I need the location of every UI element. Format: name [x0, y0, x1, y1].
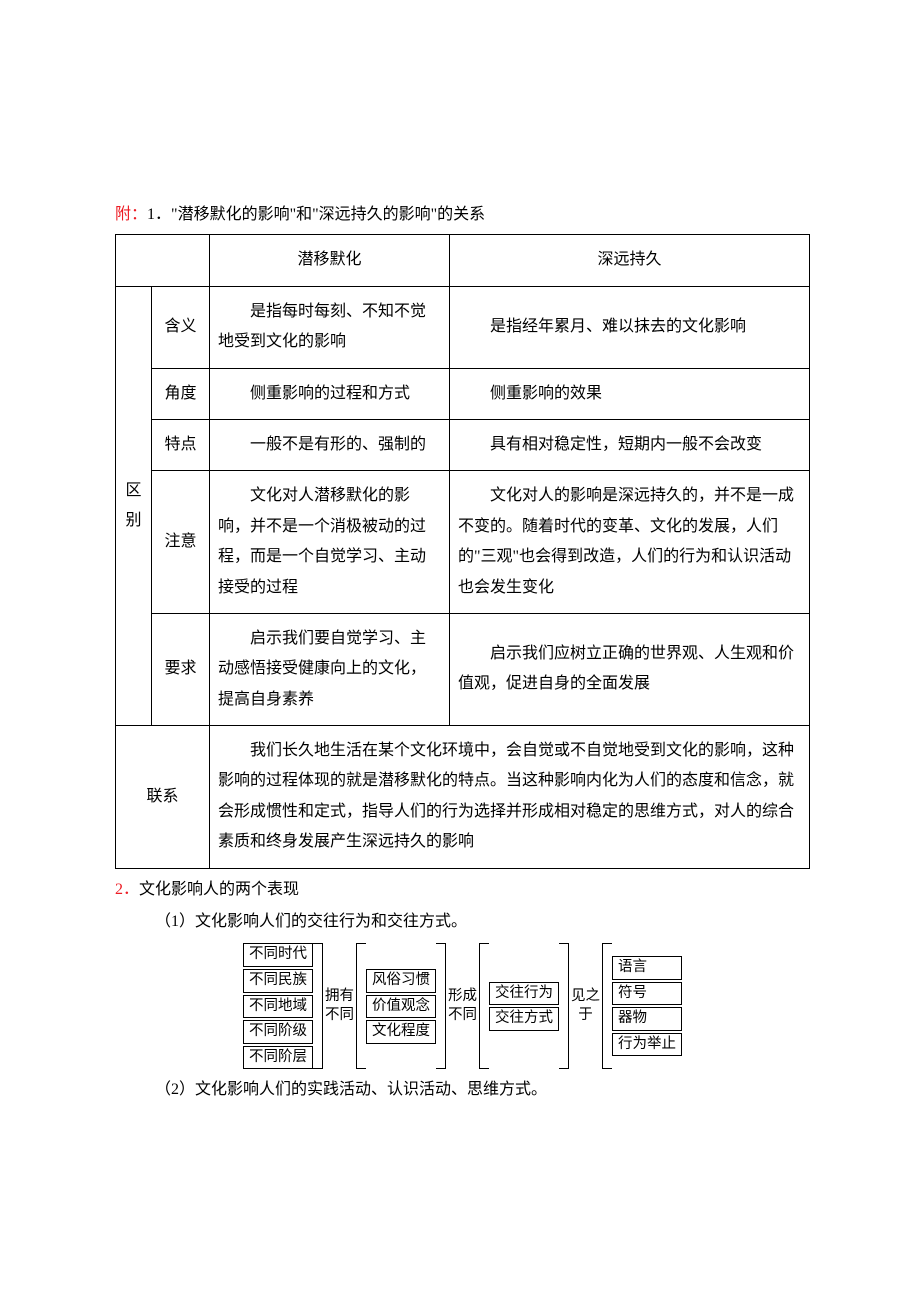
flow-node: 交往方式 — [489, 1007, 559, 1031]
cell: 一般不是有形的、强制的 — [210, 419, 450, 470]
cell: 具有相对稳定性，短期内一般不会改变 — [450, 419, 810, 470]
flow-node: 器物 — [612, 1007, 682, 1031]
section-2-title: 文化影响人的两个表现 — [139, 881, 299, 898]
flow-node: 不同阶层 — [243, 1046, 313, 1070]
row-label: 特点 — [152, 419, 210, 470]
col-header-1: 潜移默化 — [210, 235, 450, 286]
flow-group-2: 风俗习惯 价值观念 文化程度 — [366, 969, 436, 1044]
table-header-row: 潜移默化 深远持久 — [116, 235, 810, 286]
cell: 启示我们要自觉学习、主动感悟接受健康向上的文化，提高自身素养 — [210, 613, 450, 725]
flow-connector: 拥有不同 — [322, 987, 357, 1026]
flow-node: 符号 — [612, 982, 682, 1006]
flow-connector: 见之于 — [568, 987, 603, 1026]
flow-node: 风俗习惯 — [366, 969, 436, 993]
cell: 是指经年累月、难以抹去的文化影响 — [450, 286, 810, 368]
flow-node: 不同阶级 — [243, 1020, 313, 1044]
cell: 侧重影响的过程和方式 — [210, 368, 450, 419]
flow-connector: 形成不同 — [445, 987, 480, 1026]
table-row: 要求 启示我们要自觉学习、主动感悟接受健康向上的文化，提高自身素养 启示我们应树… — [116, 613, 810, 725]
link-text: 我们长久地生活在某个文化环境中，会自觉或不自觉地受到文化的影响，这种影响的过程体… — [210, 726, 810, 869]
attachment-heading: 附：1．"潜移默化的影响"和"深远持久的影响"的关系 — [115, 200, 810, 230]
section-2-heading: 2．文化影响人的两个表现 — [115, 875, 810, 905]
table-row-link: 联系 我们长久地生活在某个文化环境中，会自觉或不自觉地受到文化的影响，这种影响的… — [116, 726, 810, 869]
row-label: 要求 — [152, 613, 210, 725]
bracket-icon — [479, 943, 489, 1069]
table-row: 角度 侧重影响的过程和方式 侧重影响的效果 — [116, 368, 810, 419]
heading-num: 1． — [147, 206, 171, 223]
heading-prefix: 附： — [115, 206, 147, 223]
link-label: 联系 — [116, 726, 210, 869]
flow-node: 价值观念 — [366, 995, 436, 1019]
flow-node: 行为举止 — [612, 1033, 682, 1057]
flowchart: 不同时代 不同民族 不同地域 不同阶级 不同阶层 拥有不同 风俗习惯 价值观念 … — [115, 943, 810, 1069]
cell: 文化对人的影响是深远持久的，并不是一成不变的。随着时代的变革、文化的发展，人们的… — [450, 471, 810, 614]
section-2-p2: （2）文化影响人们的实践活动、认识活动、思维方式。 — [115, 1075, 810, 1105]
table-row: 区别 含义 是指每时每刻、不知不觉地受到文化的影响 是指经年累月、难以抹去的文化… — [116, 286, 810, 368]
flow-group-1: 不同时代 不同民族 不同地域 不同阶级 不同阶层 — [243, 943, 313, 1069]
col-header-2: 深远持久 — [450, 235, 810, 286]
flow-node: 语言 — [612, 956, 682, 980]
table-row: 注意 文化对人潜移默化的影响，并不是一个消极被动的过程，而是一个自觉学习、主动接… — [116, 471, 810, 614]
flow-node: 不同时代 — [243, 943, 313, 967]
cell: 文化对人潜移默化的影响，并不是一个消极被动的过程，而是一个自觉学习、主动接受的过… — [210, 471, 450, 614]
flow-node: 文化程度 — [366, 1020, 436, 1044]
row-label: 注意 — [152, 471, 210, 614]
flow-node: 不同民族 — [243, 969, 313, 993]
row-label: 角度 — [152, 368, 210, 419]
section-2-num: 2． — [115, 881, 139, 898]
flow-group-3: 交往行为 交往方式 — [489, 982, 559, 1031]
row-label: 含义 — [152, 286, 210, 368]
section-2-p1: （1）文化影响人们的交往行为和交往方式。 — [115, 907, 810, 937]
comparison-table: 潜移默化 深远持久 区别 含义 是指每时每刻、不知不觉地受到文化的影响 是指经年… — [115, 234, 810, 868]
flow-node: 不同地域 — [243, 995, 313, 1019]
cell: 是指每时每刻、不知不觉地受到文化的影响 — [210, 286, 450, 368]
cell: 侧重影响的效果 — [450, 368, 810, 419]
bracket-icon — [356, 943, 366, 1069]
heading-text: "潜移默化的影响"和"深远持久的影响"的关系 — [171, 206, 485, 223]
flow-node: 交往行为 — [489, 982, 559, 1006]
cell: 启示我们应树立正确的世界观、人生观和价值观，促进自身的全面发展 — [450, 613, 810, 725]
bracket-icon — [602, 943, 612, 1069]
flow-group-4: 语言 符号 器物 行为举止 — [612, 956, 682, 1056]
table-corner — [116, 235, 210, 286]
table-row: 特点 一般不是有形的、强制的 具有相对稳定性，短期内一般不会改变 — [116, 419, 810, 470]
diff-label: 区别 — [116, 286, 152, 725]
